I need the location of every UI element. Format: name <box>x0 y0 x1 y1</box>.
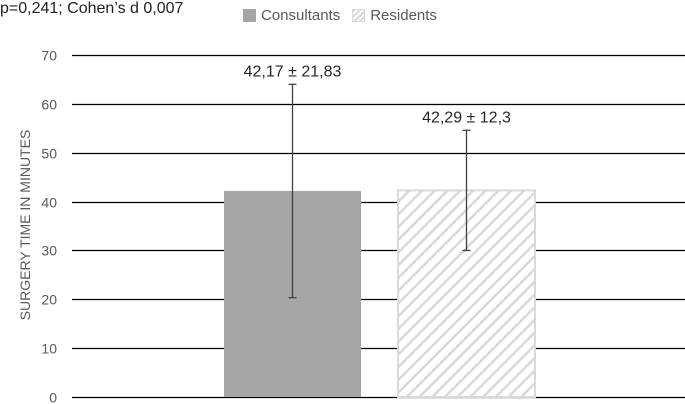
y-tick-label: 30 <box>41 243 57 259</box>
gridlines <box>72 54 685 399</box>
data-label-consultants: 42,17 ± 21,83 <box>244 63 342 80</box>
legend-item-consultants: Consultants <box>243 7 340 24</box>
error-bars <box>288 83 471 299</box>
y-tick-label: 0 <box>49 390 57 404</box>
statistics-text: p=0,241; Cohen’s d 0,007 <box>0 0 184 17</box>
y-tick-label: 40 <box>41 195 57 211</box>
legend-label-residents: Residents <box>370 7 437 24</box>
legend-label-consultants: Consultants <box>261 7 341 24</box>
y-tick-label: 10 <box>41 341 57 357</box>
y-tick-label: 60 <box>41 97 57 113</box>
y-axis-ticks: 0 10 20 30 40 50 60 70 <box>41 48 57 404</box>
legend-swatch-residents <box>352 9 366 22</box>
bars <box>224 189 536 398</box>
legend-item-residents: Residents <box>352 7 437 24</box>
legend: Consultants Residents <box>243 7 449 24</box>
data-labels: 42,17 ± 21,83 42,29 ± 12,3 <box>244 63 511 126</box>
y-tick-label: 50 <box>41 146 57 162</box>
y-tick-label: 70 <box>41 48 57 64</box>
legend-swatch-consultants <box>243 9 256 22</box>
y-axis-label: SURGERY TIME IN MINUTES <box>17 130 33 321</box>
data-label-residents: 42,29 ± 12,3 <box>422 109 511 126</box>
y-tick-label: 20 <box>41 292 57 308</box>
